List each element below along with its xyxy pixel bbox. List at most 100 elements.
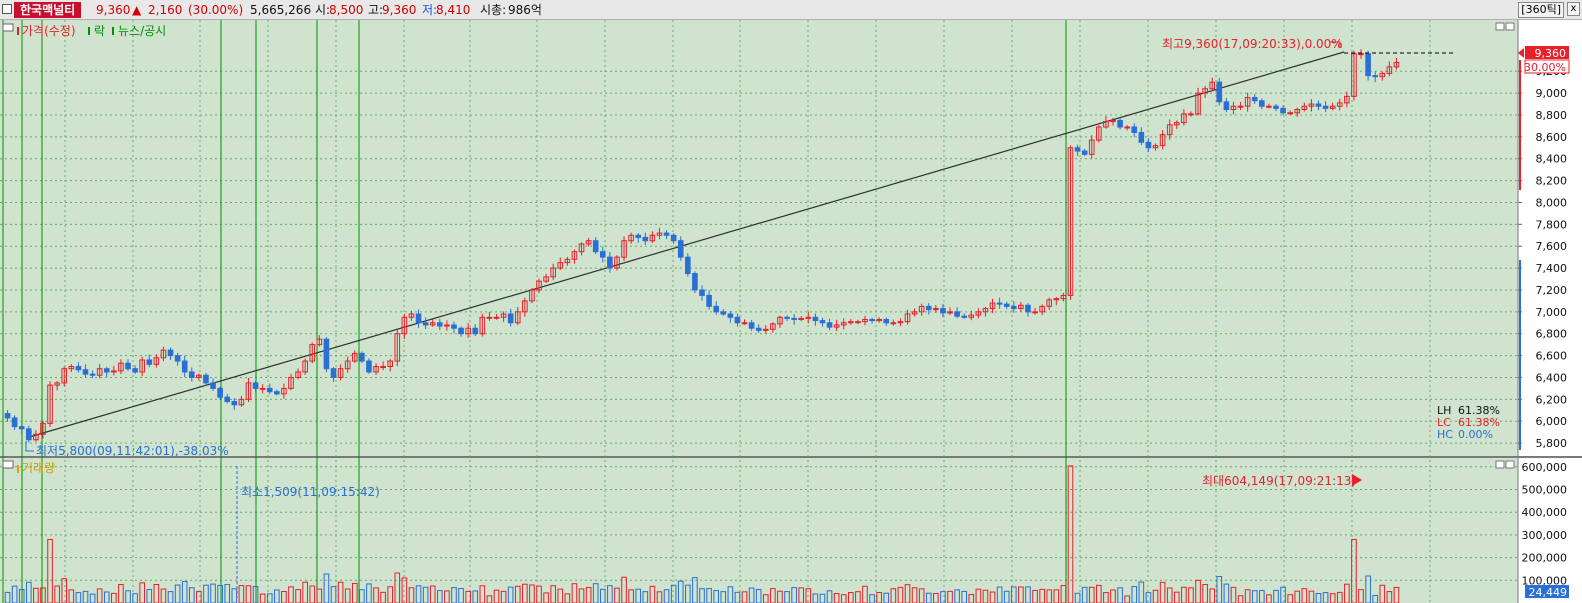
panel-menu-icon[interactable] [2,23,14,32]
select-checkbox[interactable] [2,4,12,14]
price-tick-label: 5,800 [1536,437,1568,450]
volume-bar [1315,592,1322,603]
candle-body [1301,105,1308,110]
candle-body [1237,105,1244,108]
current-price-box [1525,46,1569,59]
candle-body [996,302,1003,305]
candle-body [146,359,153,365]
candle-body [1273,105,1279,109]
candle-body [479,316,486,335]
legend-price[interactable]: 가격(수정) [22,24,76,38]
candle-body [153,357,160,365]
volume-bar [47,538,53,603]
vol-panel-menu-icon[interactable] [2,460,14,469]
volume-bar [465,590,471,603]
candle-body [791,317,797,320]
open-value: 8,500 [329,3,364,17]
volume-bar [897,586,904,603]
candlestick-series [4,49,1400,443]
stock-name-badge[interactable]: 한국맥널티 [14,2,82,18]
volume-bar [125,590,131,603]
candle-body [1159,134,1166,147]
volume-bar [940,591,946,603]
candle-body [607,256,613,269]
panel-maximize-icon[interactable] [1495,22,1505,31]
candle-body [1294,108,1301,114]
volume-bar [798,587,805,603]
candle-body [139,359,145,373]
tick-interval-button[interactable]: [360틱] [1518,2,1564,18]
candle-body [89,373,96,376]
candle-body [373,366,379,373]
candle-body [337,368,344,378]
candle-body [805,316,812,319]
candle-body [819,320,826,324]
candle-body [734,316,741,324]
candle-body [18,426,25,430]
panel-close-icon[interactable] [1505,22,1515,31]
volume-bar [493,589,500,603]
candle-body [989,302,996,310]
close-icon[interactable]: x [1567,2,1580,16]
volume-bar [961,590,967,603]
volume-bar [54,585,60,603]
candle-body [316,338,323,346]
candle-body [295,371,301,378]
candle-body [699,289,705,296]
candle-body [649,234,656,242]
candle-body [897,321,904,324]
candle-body [961,315,967,318]
candle-body [1117,119,1123,128]
volume-bar [1138,581,1145,603]
candle-body [954,311,960,317]
volume-bar [762,594,769,603]
candle-body [713,305,719,313]
candle-body [1131,126,1138,133]
candle-body [925,305,932,311]
vol-panel-maximize-icon[interactable] [1495,460,1505,469]
candle-body [380,366,386,369]
price-panel-bg [0,20,1518,456]
vol-panel-close-icon[interactable] [1505,460,1515,469]
candle-body [940,308,946,314]
volume-bar [1131,585,1138,603]
candle-body [1124,126,1130,129]
candle-body [904,313,911,323]
candle-body [486,316,493,319]
candle-body [982,308,989,313]
candle-body [1223,101,1230,110]
volume-bar [288,586,294,603]
candle-body [458,327,464,335]
stock-chart[interactable]: 5,800 6,000 6,200 6,400 6,600 6,800 7,000 7,200… [0,20,1582,603]
candle-body [1181,113,1187,124]
candle-body [359,352,365,362]
volume-bar [791,587,797,603]
candle-body [642,236,649,242]
legend-volume[interactable]: 거래량 [22,461,55,475]
volume-bar [139,582,145,603]
legend-volume-marker [17,465,19,473]
volume-bar [1046,589,1053,603]
volume-bar [670,584,677,603]
volume-bar [153,583,160,603]
volume-bar [1181,586,1187,603]
volume-bar [585,586,592,603]
high-label: 고: [368,3,384,17]
candle-body [855,321,861,324]
legend-rak[interactable]: 락 [94,24,105,38]
current-pct-box [1524,59,1570,74]
trend-line[interactable] [25,51,1345,439]
candle-body [536,280,542,291]
candle-body [1166,124,1173,136]
candle-body [1010,305,1017,310]
candle-body [1315,103,1322,107]
candle-body [1152,145,1159,149]
min-volume-annotation: 최소1,509(11,09:15:42) [241,485,380,499]
volume-bar [514,585,521,603]
candle-body [848,321,854,324]
max-price-annotation: 최고9,360(17,09:20:33),0.00% [1162,37,1343,51]
current-price: 9,360 [96,3,131,17]
fib-lc-label: LC [1437,416,1451,429]
legend-news[interactable]: 뉴스/공시 [118,24,166,38]
candle-body [578,243,585,253]
